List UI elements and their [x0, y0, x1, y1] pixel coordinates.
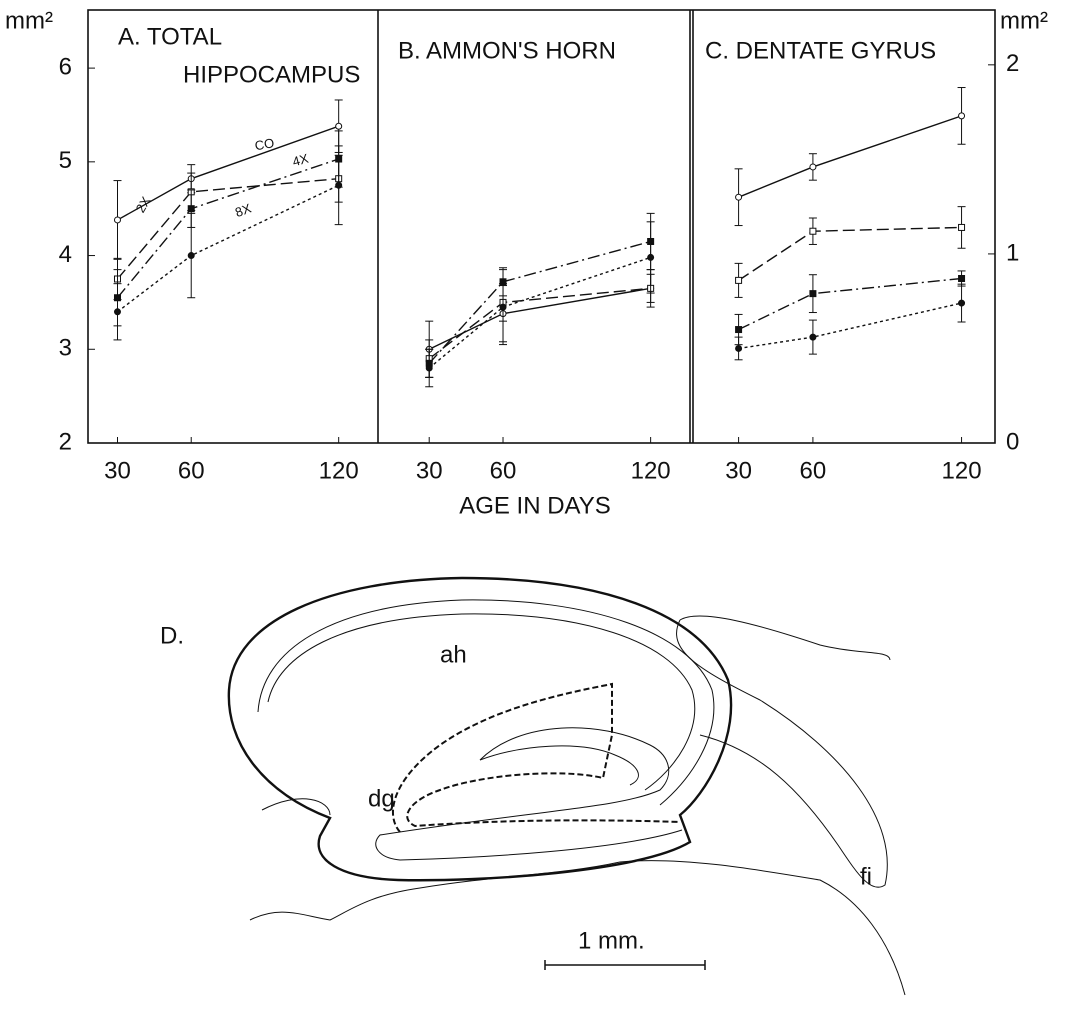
point [187, 205, 195, 213]
region-label: ah [440, 641, 467, 668]
fimbria [676, 615, 891, 888]
layer-line [267, 613, 696, 791]
y2-tick-label: 1 [1006, 239, 1019, 266]
dentate-boundary [392, 682, 681, 833]
series-label: 8X [233, 200, 253, 220]
point [499, 303, 507, 311]
point [647, 253, 655, 261]
series-line [738, 226, 962, 281]
series-label: CO [254, 135, 276, 153]
point [735, 193, 743, 201]
series-line [738, 277, 962, 331]
plot-frame [87, 9, 996, 444]
chart-title: HIPPOCAMPUS [183, 61, 360, 88]
x-tick-label: 120 [942, 457, 982, 484]
point [113, 216, 121, 224]
y2-tick-label: 0 [1006, 428, 1019, 455]
y-tick-label: 4 [59, 241, 72, 268]
point [335, 122, 343, 130]
point [335, 181, 343, 189]
point [735, 326, 743, 334]
series-line [116, 178, 339, 280]
y-tick-label: 3 [59, 335, 72, 362]
outer-contour [249, 798, 906, 996]
x-tick-label: 60 [490, 457, 517, 484]
x-tick-label: 60 [800, 457, 827, 484]
diagram-label: D. [160, 622, 184, 649]
point [958, 112, 966, 120]
x-tick-label: 30 [104, 457, 131, 484]
layer-line [479, 745, 639, 786]
series-line [738, 302, 962, 350]
series-label: 2X [133, 194, 154, 216]
layer-line [257, 599, 715, 806]
y2-tick-label: 2 [1006, 50, 1019, 77]
point [958, 223, 966, 231]
series-line [428, 240, 651, 364]
chart-title: C. DENTATE GYRUS [705, 37, 936, 64]
series-line [428, 256, 651, 369]
chart-title: B. AMMON'S HORN [398, 37, 616, 64]
chart-title: A. TOTAL [118, 23, 222, 50]
point [809, 227, 817, 235]
x-tick-label: 30 [725, 457, 752, 484]
outline [227, 576, 733, 882]
x-tick-label: 60 [178, 457, 205, 484]
y-axis-label: mm² [5, 7, 53, 34]
series-line [116, 158, 339, 299]
y-tick-label: 6 [59, 53, 72, 80]
x-axis-label: AGE IN DAYS [459, 492, 611, 519]
hippocampus-diagram: D. ah dg fi 1 mm. [160, 576, 906, 996]
point [735, 276, 743, 284]
point [113, 308, 121, 316]
x-tick-label: 120 [319, 457, 359, 484]
series-line [428, 287, 651, 360]
y-tick-label: 2 [59, 428, 72, 455]
point [809, 333, 817, 341]
region-label: dg [368, 785, 395, 812]
scale-bar-label: 1 mm. [578, 927, 645, 954]
y-tick-label: 5 [59, 147, 72, 174]
y2-axis-label: mm² [1000, 7, 1048, 34]
point [809, 163, 817, 171]
point [187, 252, 195, 260]
region-label: fi [860, 863, 872, 890]
series-line [738, 115, 962, 198]
point [958, 274, 966, 282]
point [425, 364, 433, 372]
x-tick-label: 30 [416, 457, 443, 484]
point [958, 299, 966, 307]
x-tick-label: 120 [631, 457, 671, 484]
point [809, 290, 817, 298]
point [735, 344, 743, 352]
layer-line [375, 727, 683, 861]
series-label: 4X [291, 151, 311, 170]
